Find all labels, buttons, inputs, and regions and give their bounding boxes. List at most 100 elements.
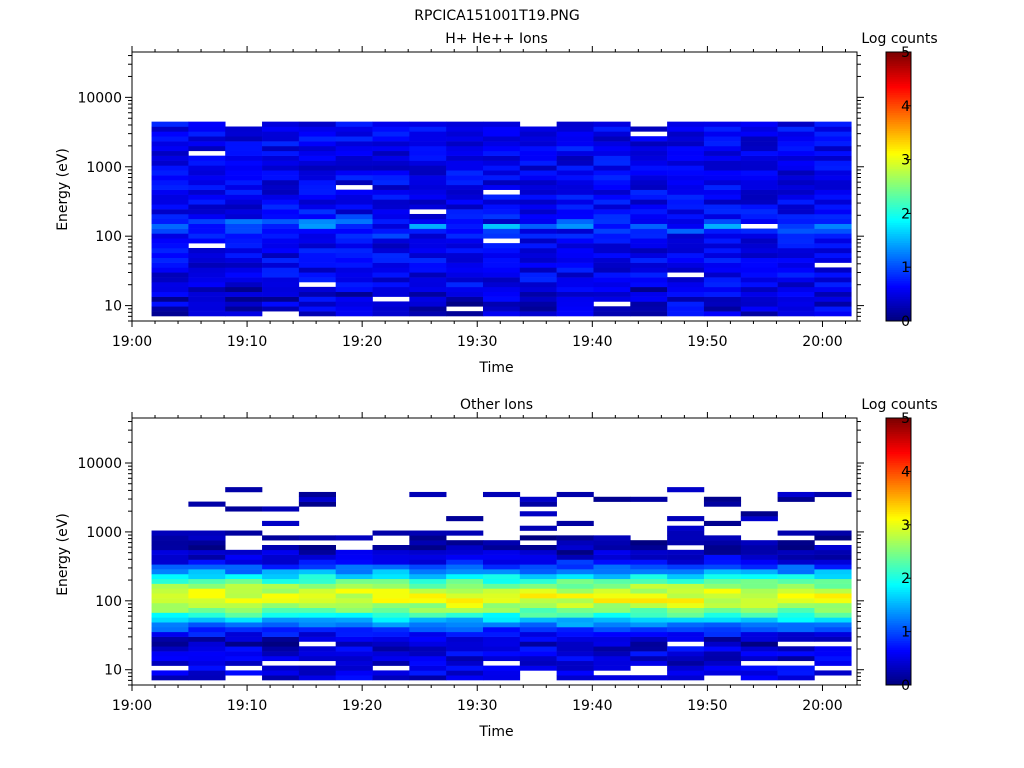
heatmap-cell [740, 286, 778, 293]
heatmap-cell [335, 218, 373, 224]
heatmap-cell [335, 593, 373, 599]
colorbar-segment [886, 173, 911, 176]
heatmap-cell [667, 247, 705, 254]
colorbar-segment [886, 418, 911, 421]
heatmap-cell [667, 487, 705, 493]
colorbar-segment [886, 90, 911, 93]
heatmap-cell [482, 564, 521, 570]
heatmap-cell [225, 126, 263, 132]
heatmap-cell [262, 277, 300, 283]
heatmap-cell [667, 296, 705, 302]
heatmap-cell [225, 252, 263, 258]
heatmap-cell [225, 262, 263, 268]
heatmap-cell [298, 277, 336, 283]
heatmap-cell [335, 243, 373, 249]
heatmap-cell [814, 617, 852, 623]
heatmap-cell [556, 257, 594, 263]
heatmap-cell [482, 286, 521, 293]
colorbar-segment [886, 682, 911, 686]
heatmap-cell [225, 243, 263, 249]
heatmap-cell [262, 243, 300, 249]
heatmap-cell [593, 607, 631, 613]
heatmap-cell [593, 593, 631, 599]
heatmap-cell [519, 545, 557, 551]
heatmap-cell [740, 516, 778, 522]
heatmap-cell [446, 641, 484, 647]
heatmap-cell [188, 136, 226, 142]
colorbar-segment [886, 296, 911, 300]
heatmap-cell [667, 204, 705, 210]
heatmap-cell [409, 617, 447, 623]
heatmap-cell [188, 165, 226, 171]
heatmap-cell [372, 554, 410, 560]
heatmap-cell [667, 549, 705, 555]
heatmap-cell [593, 204, 631, 210]
heatmap-cell [482, 491, 521, 498]
heatmap-cell [630, 189, 668, 195]
heatmap-cell [446, 238, 484, 244]
heatmap-cell [777, 262, 815, 268]
heatmap-cell [667, 194, 705, 200]
heatmap-cell [409, 247, 447, 254]
heatmap-cell [777, 267, 815, 273]
heatmap-cell [556, 554, 594, 560]
heatmap-cell [335, 194, 373, 200]
heatmap-cell [814, 311, 852, 317]
heatmap-cell [556, 641, 594, 647]
heatmap-cell [151, 228, 189, 234]
heatmap-cell [703, 617, 742, 623]
heatmap-cell [298, 145, 336, 152]
heatmap-cell [409, 194, 447, 200]
colorbar-segment [886, 233, 911, 237]
heatmap-cell [556, 583, 594, 589]
colorbar-segment [886, 164, 911, 167]
heatmap-cell [335, 549, 373, 555]
heatmap-cell [519, 646, 557, 652]
heatmap-cell [372, 631, 410, 637]
heatmap-cell [372, 646, 410, 652]
heatmap-cell [151, 291, 189, 297]
heatmap-cell [262, 583, 300, 589]
heatmap-cell [703, 160, 742, 166]
heatmap-cell [298, 569, 336, 575]
heatmap-cell [151, 267, 189, 273]
heatmap-cell [225, 670, 263, 676]
heatmap-cell [777, 607, 815, 613]
heatmap-cell [225, 282, 263, 288]
heatmap-cell [446, 126, 484, 132]
heatmap-cell [372, 593, 410, 599]
heatmap-cell [225, 136, 263, 142]
heatmap-cell [519, 602, 557, 608]
heatmap-cell [482, 194, 521, 200]
heatmap-cell [593, 660, 631, 666]
heatmap-cell [519, 257, 557, 263]
colorbar-segment [886, 515, 911, 519]
heatmap-cell [446, 194, 484, 200]
heatmap-cell [188, 631, 226, 637]
heatmap-cell [298, 564, 336, 570]
heatmap-cell [372, 238, 410, 244]
heatmap-cell [372, 530, 410, 536]
colorbar-segment [886, 247, 911, 250]
heatmap-cell [409, 675, 447, 681]
heatmap-cell [188, 549, 226, 555]
heatmap-cell [188, 573, 226, 580]
heatmap-cell [556, 535, 594, 541]
heatmap-cell [151, 145, 189, 152]
heatmap-cell [482, 626, 521, 633]
heatmap-cell [519, 573, 557, 580]
heatmap-cell [298, 301, 336, 307]
heatmap-cell [519, 311, 557, 317]
heatmap-cell [703, 636, 742, 642]
heatmap-cell [446, 233, 484, 239]
colorbar-segment [886, 442, 911, 446]
heatmap-cell [814, 301, 852, 307]
heatmap-cell [372, 564, 410, 570]
heatmap-cell [667, 660, 705, 666]
colorbar-segment [886, 438, 911, 441]
colorbar-segment [886, 264, 911, 268]
colorbar-segment [886, 466, 911, 470]
heatmap-cell [630, 631, 668, 637]
heatmap-cell [225, 209, 263, 215]
